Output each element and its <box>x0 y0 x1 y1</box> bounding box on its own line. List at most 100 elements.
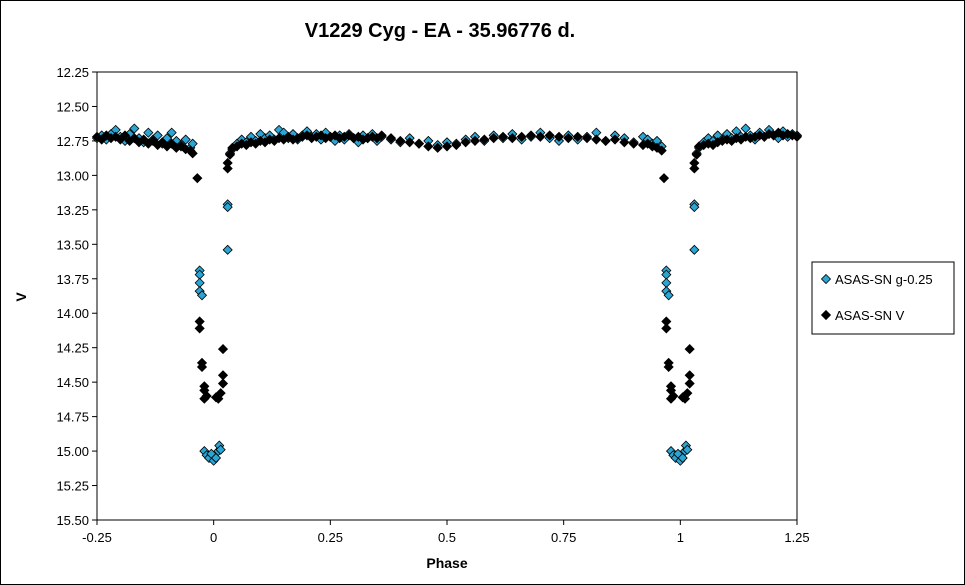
data-point <box>791 131 803 142</box>
data-point <box>677 452 688 464</box>
data-point <box>609 134 621 145</box>
x-tick-label: 0.75 <box>551 530 576 545</box>
data-point <box>663 290 674 301</box>
data-point <box>497 131 509 142</box>
legend: ASAS-SN g-0.25 ASAS-SN V <box>811 261 955 335</box>
y-tick-label: 12.25 <box>56 65 89 80</box>
data-point <box>129 123 140 134</box>
data-point <box>507 133 518 144</box>
data-point <box>413 138 425 149</box>
data-point <box>175 141 187 152</box>
data-point <box>600 135 611 146</box>
data-point <box>192 173 203 184</box>
data-point <box>187 148 198 159</box>
data-point <box>479 134 490 145</box>
data-point <box>525 130 537 141</box>
y-tick-label: 15.00 <box>56 444 89 459</box>
legend-marker-g <box>820 273 832 285</box>
data-point <box>516 131 527 142</box>
data-point <box>656 145 667 156</box>
data-point <box>544 130 555 141</box>
data-point <box>642 138 653 149</box>
data-point <box>180 134 191 145</box>
data-point <box>684 378 695 389</box>
data-point <box>581 133 593 144</box>
data-point <box>689 202 700 213</box>
data-point <box>194 323 205 334</box>
data-point <box>196 290 208 301</box>
data-point <box>563 133 574 144</box>
data-point <box>689 163 700 174</box>
series-v <box>91 127 803 404</box>
data-point <box>395 135 406 146</box>
y-axis-label: V <box>13 292 29 302</box>
data-point <box>376 130 387 141</box>
y-tick-label: 13.00 <box>56 168 89 183</box>
data-point <box>441 141 453 152</box>
data-point <box>682 388 693 399</box>
data-point <box>143 127 154 138</box>
x-tick-label: -0.25 <box>82 530 112 545</box>
data-point <box>222 163 233 174</box>
data-point <box>658 173 670 184</box>
data-point <box>451 139 462 151</box>
y-tick-label: 14.75 <box>56 410 89 425</box>
y-tick-label: 15.25 <box>56 479 89 494</box>
legend-label-g: ASAS-SN g-0.25 <box>835 272 933 287</box>
y-axis: 12.25 12.50 12.75 13.00 13.25 13.50 13.75 14.00… <box>56 65 97 528</box>
y-tick-label: 15.50 <box>56 513 89 528</box>
data-points <box>91 123 803 466</box>
data-point <box>119 130 131 141</box>
data-point <box>215 444 226 455</box>
data-point <box>682 444 693 455</box>
data-point <box>691 149 702 160</box>
data-point <box>488 133 499 144</box>
data-point <box>572 131 583 142</box>
x-tick-label: 1 <box>677 530 684 545</box>
chart-title: V1229 Cyg - EA - 35.96776 d. <box>305 20 576 42</box>
y-tick-label: 12.75 <box>56 134 89 149</box>
data-point <box>689 244 700 255</box>
data-point <box>668 390 679 402</box>
data-point <box>110 131 121 142</box>
y-tick-label: 12.50 <box>56 99 89 114</box>
x-tick-label: 0.5 <box>438 530 456 545</box>
data-point <box>684 344 695 355</box>
data-point <box>432 142 443 153</box>
data-point <box>423 141 434 152</box>
data-point <box>591 134 602 145</box>
data-point <box>619 137 630 148</box>
data-point <box>201 390 212 402</box>
y-tick-label: 14.50 <box>56 375 89 390</box>
x-tick-label: 1.25 <box>784 530 809 545</box>
legend-label-v: ASAS-SN V <box>835 308 905 323</box>
data-point <box>628 138 639 149</box>
y-tick-label: 13.50 <box>56 237 89 252</box>
legend-marker-v <box>820 309 832 321</box>
data-point <box>210 452 222 464</box>
legend-box <box>811 261 955 335</box>
data-point <box>222 244 233 255</box>
y-tick-label: 14.00 <box>56 306 89 321</box>
data-point <box>385 133 397 144</box>
data-point <box>469 135 481 146</box>
data-point <box>217 378 229 389</box>
data-point <box>535 131 546 142</box>
x-axis: -0.25 0 0.25 0.5 0.75 1 1.25 <box>82 520 810 545</box>
data-point <box>404 137 415 148</box>
data-point <box>222 202 233 213</box>
x-tick-label: 0.25 <box>318 530 343 545</box>
data-point <box>661 323 672 334</box>
y-tick-label: 13.75 <box>56 272 89 287</box>
x-axis-label: Phase <box>426 555 467 571</box>
data-point <box>215 388 226 399</box>
data-point <box>460 137 471 148</box>
data-point <box>91 131 103 142</box>
y-tick-label: 13.25 <box>56 203 89 218</box>
data-point <box>166 127 177 138</box>
data-point <box>196 361 208 373</box>
data-point <box>152 130 163 141</box>
data-point <box>553 131 565 142</box>
x-tick-label: 0 <box>210 530 217 545</box>
